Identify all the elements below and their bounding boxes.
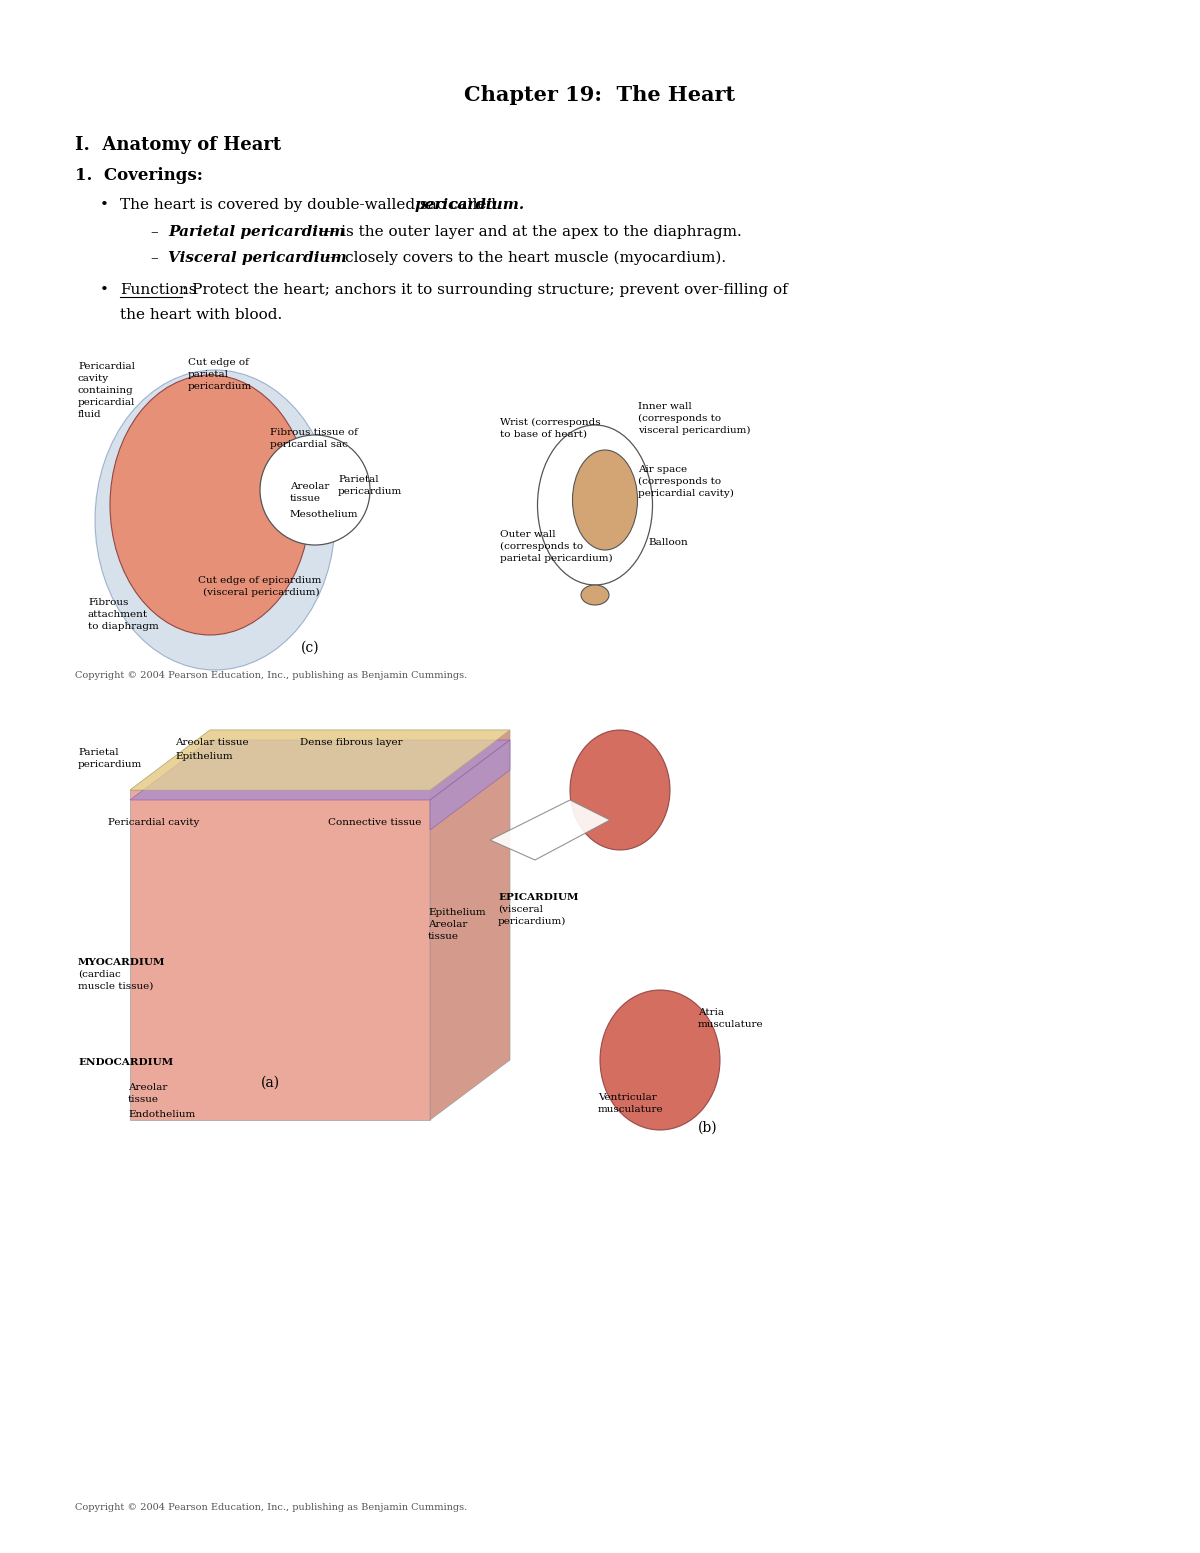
Text: visceral pericardium): visceral pericardium) xyxy=(638,426,750,435)
Text: Areolar tissue: Areolar tissue xyxy=(175,738,248,747)
Text: •: • xyxy=(100,283,109,297)
Text: parietal: parietal xyxy=(188,370,229,379)
Text: attachment: attachment xyxy=(88,610,148,620)
Text: Endothelium: Endothelium xyxy=(128,1110,196,1120)
Text: –: – xyxy=(150,252,157,266)
Text: tissue: tissue xyxy=(428,932,458,941)
Text: pericardium.: pericardium. xyxy=(415,197,526,213)
Polygon shape xyxy=(130,730,510,790)
Polygon shape xyxy=(130,790,430,1120)
Polygon shape xyxy=(430,730,510,1120)
Ellipse shape xyxy=(95,370,335,669)
Polygon shape xyxy=(130,739,510,800)
Text: (visceral pericardium): (visceral pericardium) xyxy=(203,589,319,596)
Text: --- is the outer layer and at the apex to the diaphragm.: --- is the outer layer and at the apex t… xyxy=(316,225,742,239)
Text: Fibrous tissue of: Fibrous tissue of xyxy=(270,429,358,436)
Text: pericardial: pericardial xyxy=(78,398,136,407)
Ellipse shape xyxy=(572,450,637,550)
Ellipse shape xyxy=(600,989,720,1131)
Text: to base of heart): to base of heart) xyxy=(500,430,587,439)
Polygon shape xyxy=(430,739,510,829)
Text: muscle tissue): muscle tissue) xyxy=(78,981,154,991)
Text: pericardium: pericardium xyxy=(188,382,252,391)
Text: tissue: tissue xyxy=(290,494,322,503)
Text: pericardial cavity): pericardial cavity) xyxy=(638,489,734,499)
Text: MYOCARDIUM: MYOCARDIUM xyxy=(78,958,166,968)
Text: ENDOCARDIUM: ENDOCARDIUM xyxy=(78,1058,173,1067)
Text: (a): (a) xyxy=(260,1076,280,1090)
Text: pericardial sac: pericardial sac xyxy=(270,439,348,449)
Text: Cut edge of epicardium: Cut edge of epicardium xyxy=(198,576,322,585)
Text: pericardium): pericardium) xyxy=(498,916,566,926)
Text: pericardium: pericardium xyxy=(338,488,402,495)
Text: : Protect the heart; anchors it to surrounding structure; prevent over-filling o: : Protect the heart; anchors it to surro… xyxy=(182,283,787,297)
Text: (visceral: (visceral xyxy=(498,905,542,915)
Text: (cardiac: (cardiac xyxy=(78,971,121,978)
Text: to diaphragm: to diaphragm xyxy=(88,623,158,631)
Text: Functions: Functions xyxy=(120,283,197,297)
Text: musculature: musculature xyxy=(698,1020,763,1030)
Text: Visceral pericardium: Visceral pericardium xyxy=(168,252,347,266)
Text: parietal pericardium): parietal pericardium) xyxy=(500,554,613,564)
Text: Dense fibrous layer: Dense fibrous layer xyxy=(300,738,403,747)
Text: --- closely covers to the heart muscle (myocardium).: --- closely covers to the heart muscle (… xyxy=(320,250,726,266)
Text: Air space: Air space xyxy=(638,464,688,474)
Text: tissue: tissue xyxy=(128,1095,158,1104)
Text: Chapter 19:  The Heart: Chapter 19: The Heart xyxy=(464,85,736,106)
Text: Parietal: Parietal xyxy=(78,749,119,756)
Text: Epithelium: Epithelium xyxy=(428,909,486,916)
Text: Copyright © 2004 Pearson Education, Inc., publishing as Benjamin Cummings.: Copyright © 2004 Pearson Education, Inc.… xyxy=(74,671,467,680)
Text: Mesothelium: Mesothelium xyxy=(290,509,359,519)
Ellipse shape xyxy=(581,585,610,606)
Text: cavity: cavity xyxy=(78,374,109,384)
Text: the heart with blood.: the heart with blood. xyxy=(120,307,282,321)
Ellipse shape xyxy=(570,730,670,849)
Text: Inner wall: Inner wall xyxy=(638,402,691,412)
Text: (corresponds to: (corresponds to xyxy=(638,477,721,486)
Text: Areolar: Areolar xyxy=(428,919,467,929)
Polygon shape xyxy=(490,800,610,860)
Text: Wrist (corresponds: Wrist (corresponds xyxy=(500,418,601,427)
Polygon shape xyxy=(130,730,510,790)
Text: pericardium: pericardium xyxy=(78,759,143,769)
Circle shape xyxy=(260,435,370,545)
Text: Areolar: Areolar xyxy=(128,1082,167,1092)
Text: –: – xyxy=(150,225,157,239)
Text: Connective tissue: Connective tissue xyxy=(328,818,421,828)
Text: Pericardial cavity: Pericardial cavity xyxy=(108,818,199,828)
Text: musculature: musculature xyxy=(598,1106,664,1114)
Text: Ventricular: Ventricular xyxy=(598,1093,656,1103)
Text: Areolar: Areolar xyxy=(290,481,329,491)
Text: (corresponds to: (corresponds to xyxy=(638,415,721,422)
Text: (corresponds to: (corresponds to xyxy=(500,542,583,551)
Ellipse shape xyxy=(538,426,653,585)
Text: I.  Anatomy of Heart: I. Anatomy of Heart xyxy=(74,137,281,154)
Ellipse shape xyxy=(110,374,310,635)
Text: Epithelium: Epithelium xyxy=(175,752,233,761)
Text: Atria: Atria xyxy=(698,1008,724,1017)
Text: containing: containing xyxy=(78,387,133,394)
Text: (c): (c) xyxy=(301,641,319,655)
Text: Cut edge of: Cut edge of xyxy=(188,359,248,367)
Text: Outer wall: Outer wall xyxy=(500,530,556,539)
Text: EPICARDIUM: EPICARDIUM xyxy=(498,893,578,902)
Text: Parietal: Parietal xyxy=(338,475,379,485)
Text: Pericardial: Pericardial xyxy=(78,362,134,371)
Text: (b): (b) xyxy=(698,1121,718,1135)
Text: •: • xyxy=(100,197,109,213)
Text: Fibrous: Fibrous xyxy=(88,598,128,607)
Text: Balloon: Balloon xyxy=(648,537,688,547)
Text: Parietal pericardium: Parietal pericardium xyxy=(168,225,346,239)
Text: fluid: fluid xyxy=(78,410,102,419)
Text: Copyright © 2004 Pearson Education, Inc., publishing as Benjamin Cummings.: Copyright © 2004 Pearson Education, Inc.… xyxy=(74,1503,467,1513)
Text: The heart is covered by double-walled sac called: The heart is covered by double-walled sa… xyxy=(120,197,502,213)
Text: 1.  Coverings:: 1. Coverings: xyxy=(74,166,203,183)
